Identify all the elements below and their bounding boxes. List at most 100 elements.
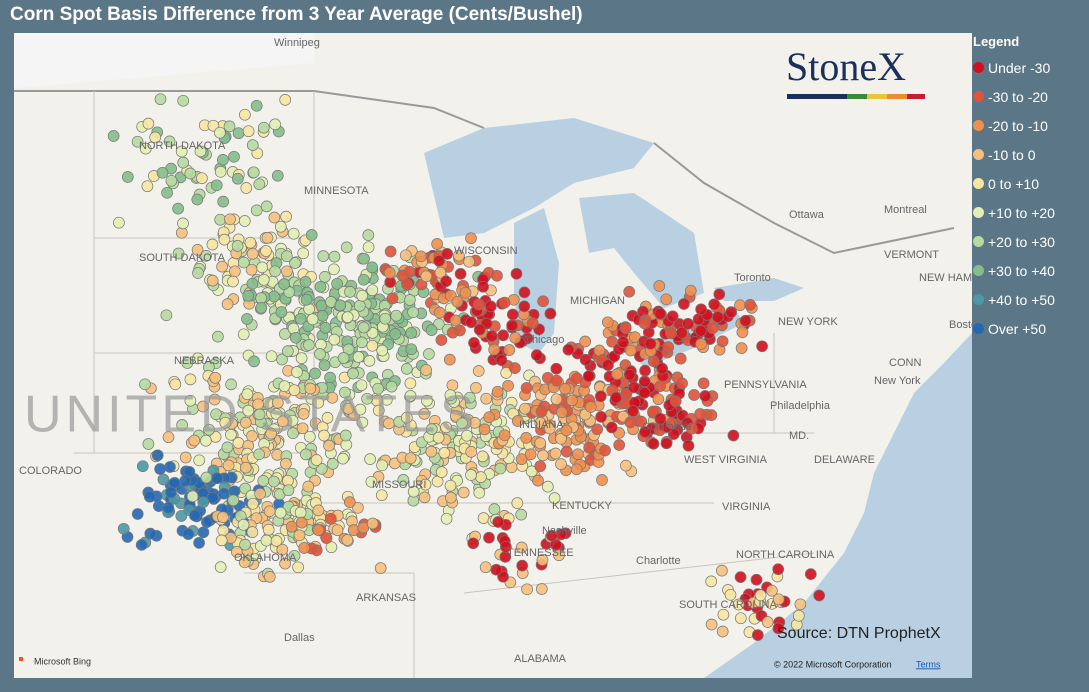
location-dot [223, 120, 236, 133]
location-dot [361, 392, 373, 405]
legend-item: 0 to +10 [973, 169, 1055, 198]
location-dot [189, 509, 201, 522]
map: Winnipeg NORTH DAKOTA MINNESOTA SOUTH DAKOT… [14, 33, 972, 678]
location-dot [376, 459, 388, 472]
map-label: Dallas [284, 632, 315, 644]
location-dot [582, 370, 595, 383]
map-label: PENNSYLVANIA [724, 379, 807, 391]
location-dot [548, 492, 561, 504]
labels: Winnipeg NORTH DAKOTA MINNESOTA SOUTH DAKOT… [19, 37, 972, 665]
location-dot [405, 343, 418, 356]
location-dot [449, 314, 462, 327]
legend-label: -30 to -20 [988, 88, 1048, 105]
location-dot [506, 308, 519, 321]
map-label: MD. [789, 430, 809, 442]
location-dot [276, 353, 288, 366]
legend-item: +30 to +40 [973, 256, 1055, 285]
legend-item: +20 to +30 [973, 227, 1055, 256]
location-dot [521, 583, 533, 596]
location-dot [682, 439, 695, 452]
location-dot [660, 293, 673, 306]
location-dot [519, 402, 531, 415]
location-dot [250, 99, 263, 112]
location-dot [669, 395, 682, 408]
location-dot [423, 348, 435, 360]
location-dot [288, 549, 301, 562]
location-dot [418, 408, 431, 420]
legend-item: Over +50 [973, 314, 1055, 343]
location-dot [415, 250, 427, 263]
location-dot [310, 454, 323, 466]
border [653, 142, 955, 255]
location-dot [188, 434, 201, 447]
logo-bar-segment [907, 94, 925, 99]
location-dot [229, 265, 241, 278]
location-dot [282, 345, 294, 357]
location-dot [639, 426, 651, 438]
location-dot [172, 247, 185, 260]
location-dot [154, 93, 167, 106]
location-dot [303, 339, 315, 351]
location-dot [318, 359, 331, 372]
location-dot [478, 423, 491, 436]
location-dot [297, 247, 310, 260]
location-dot [515, 541, 528, 554]
location-dot [210, 179, 223, 192]
location-dot [182, 528, 195, 540]
location-dot [358, 252, 370, 265]
location-dot [465, 446, 478, 458]
location-dot [635, 415, 648, 428]
location-dot [694, 324, 707, 337]
location-dot [555, 406, 568, 419]
location-dot [295, 352, 308, 365]
location-dot [510, 267, 523, 280]
location-dot [706, 322, 719, 335]
location-dot [744, 299, 756, 311]
legend-label: +20 to +30 [988, 233, 1055, 250]
location-dot [295, 516, 308, 529]
location-dot [550, 374, 563, 387]
map-label: SOUTH DAKOTA [139, 252, 226, 264]
location-dot [227, 494, 240, 507]
map-label: NEBRASKA [174, 355, 235, 367]
location-dot [591, 423, 604, 436]
location-dot [364, 453, 376, 465]
location-dot [334, 299, 347, 312]
location-dot [716, 625, 729, 638]
location-dot [500, 540, 512, 553]
location-dot [735, 612, 747, 625]
location-dot [688, 389, 700, 401]
location-dot [535, 405, 548, 418]
lake-ontario [714, 278, 804, 301]
location-dot [638, 317, 651, 330]
location-dot [497, 570, 509, 583]
location-dot [484, 300, 497, 313]
location-dot [300, 293, 313, 306]
location-dot [177, 217, 189, 230]
location-dot [131, 135, 144, 148]
location-dot [312, 504, 325, 517]
location-dot [263, 571, 276, 583]
location-dot [319, 322, 332, 334]
location-dot [435, 466, 448, 478]
map-label: WISCONSIN [454, 245, 518, 257]
location-dot [654, 380, 666, 393]
location-dot [444, 389, 457, 402]
location-dot [176, 419, 188, 431]
location-dot [492, 516, 505, 528]
location-dot [509, 362, 521, 374]
location-dot [461, 429, 473, 442]
location-dot [341, 534, 354, 546]
location-dot [454, 268, 467, 280]
location-dot [237, 256, 250, 269]
location-dot [312, 524, 325, 536]
location-dot [420, 270, 433, 283]
location-dot [215, 534, 228, 547]
legend-dot [973, 62, 984, 73]
terms[interactable]: Terms [916, 659, 941, 669]
location-dot [275, 306, 288, 318]
location-dot [278, 278, 290, 290]
location-dot [465, 316, 478, 329]
location-dot [200, 471, 213, 484]
location-dot [271, 396, 284, 409]
